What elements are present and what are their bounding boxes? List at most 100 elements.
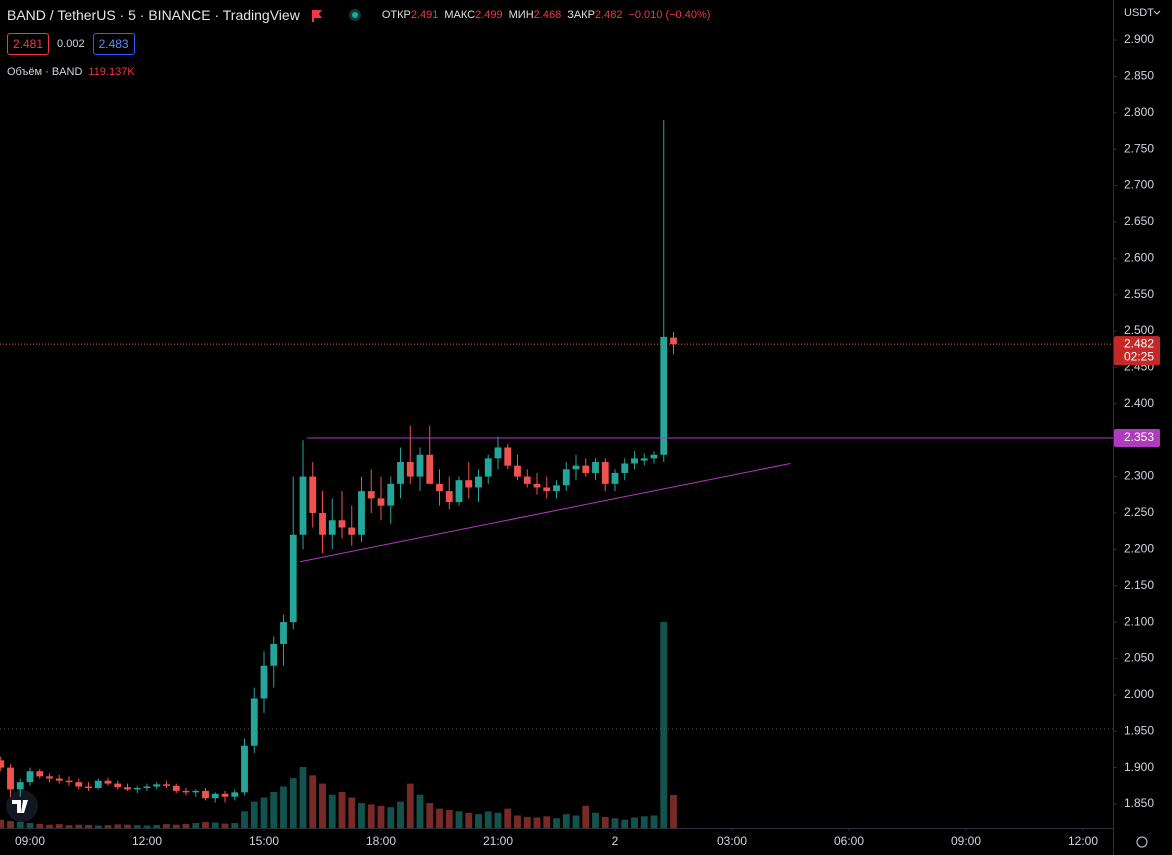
- ohlc-value: 2.491: [410, 9, 439, 21]
- volume-bar: [387, 807, 395, 828]
- candle-body: [85, 786, 92, 788]
- ohlc-label: ЗАКР: [567, 9, 595, 21]
- volume-bar: [445, 809, 453, 828]
- logo-mark: [12, 800, 28, 813]
- volume-bar: [36, 823, 44, 828]
- volume-bar: [309, 775, 317, 828]
- volume-bar: [75, 824, 83, 828]
- candle-body: [358, 491, 365, 535]
- candle-body: [182, 790, 190, 793]
- candle-body: [660, 336, 668, 455]
- volume-bar: [319, 783, 326, 828]
- volume-bar: [241, 811, 248, 828]
- volume-bar: [280, 786, 287, 828]
- currency-label[interactable]: USDT: [1124, 7, 1154, 19]
- x-tick-label: 2: [612, 834, 619, 848]
- ohlc-label: МИН: [508, 9, 534, 21]
- logo: [6, 790, 38, 822]
- x-tick-label: 09:00: [951, 834, 981, 848]
- volume-bar: [338, 791, 346, 828]
- dot: [351, 12, 358, 18]
- gear[interactable]: [1136, 836, 1148, 848]
- candle-body: [250, 698, 258, 746]
- volume-bar: [143, 825, 151, 828]
- currency-chevron[interactable]: [1153, 10, 1161, 15]
- y-tick-label: 2.050: [1124, 651, 1154, 665]
- candle-body: [514, 465, 521, 477]
- candle-body: [46, 776, 53, 779]
- candle-body: [582, 465, 590, 473]
- horizontal-line-label: 2.353: [1124, 430, 1154, 444]
- candle-body: [621, 463, 629, 473]
- ohlc-value: 2.499: [475, 9, 503, 21]
- volume-bar: [592, 812, 599, 828]
- candle-body: [192, 790, 200, 793]
- volume-bar: [221, 823, 229, 828]
- change: −0.010 (−0.40%): [628, 9, 711, 21]
- ohlc: ОТКР 2.491 МАКС 2.499 МИН 2.468 ЗАКР 2.482 −0.01…: [376, 9, 711, 21]
- candle-body: [280, 622, 287, 644]
- volume-title: Объём · BAND: [7, 66, 83, 78]
- settings-icon[interactable]: [1136, 836, 1148, 848]
- volume-bar: [270, 791, 278, 828]
- candle-body: [153, 784, 161, 787]
- flag-icon[interactable]: [310, 8, 324, 22]
- candle-body: [143, 786, 151, 788]
- volume-bar: [640, 816, 648, 828]
- volume-bar: [475, 814, 482, 828]
- volume-bar: [416, 794, 424, 828]
- volume-bar: [46, 824, 53, 828]
- y-tick-label: 2.550: [1124, 287, 1154, 301]
- candle-body: [562, 469, 570, 486]
- spread: 0.002: [57, 38, 85, 50]
- candle-body: [367, 491, 375, 499]
- volume-value: 119.137K: [88, 66, 135, 78]
- volume-bar: [455, 811, 463, 828]
- y-tick-label: 2.100: [1124, 614, 1154, 628]
- volume-bar: [65, 825, 73, 828]
- candle-body: [0, 760, 5, 768]
- volume-bar: [348, 797, 356, 828]
- candle-body: [289, 534, 297, 623]
- logo-circle: [6, 790, 38, 822]
- flag: [311, 10, 322, 22]
- volume-bar: [406, 783, 414, 828]
- ask[interactable]: 2.483: [92, 33, 135, 55]
- volume-bar: [650, 815, 658, 828]
- volume-bar: [114, 824, 122, 828]
- volume-bar: [436, 808, 443, 828]
- y-tick-label: 2.800: [1124, 105, 1154, 119]
- candle-body: [299, 476, 307, 535]
- candle-body: [16, 782, 24, 790]
- y-tick-label: 2.500: [1124, 323, 1154, 337]
- volume-bar: [211, 822, 219, 828]
- symbol-title: BAND / TetherUS · 5 · BINANCE · TradingV…: [7, 7, 300, 23]
- volume-bar: [670, 794, 677, 828]
- candle-body: [572, 465, 580, 470]
- bid[interactable]: 2.481: [7, 33, 50, 55]
- volume-bar: [182, 823, 190, 828]
- volume-bar: [16, 821, 24, 828]
- y-tick-label: 2.750: [1124, 141, 1154, 155]
- candle-body: [465, 480, 473, 488]
- x-tick-label: 21:00: [483, 834, 513, 848]
- y-tick-label: 2.650: [1124, 214, 1154, 228]
- x-tick-label: 12:00: [132, 834, 162, 848]
- volume-bar: [94, 825, 102, 828]
- volume-bar: [289, 778, 297, 828]
- candle-body: [416, 454, 424, 477]
- candle-body: [75, 782, 83, 787]
- volume-bar: [153, 824, 161, 828]
- y-tick-label: 2.200: [1124, 542, 1154, 556]
- volume-bar: [104, 825, 112, 828]
- bid-ask: 2.481 0.002 2.483: [7, 33, 135, 55]
- candle-body: [338, 520, 346, 528]
- candle-body: [504, 447, 512, 466]
- volume-bar: [601, 816, 609, 828]
- x-tick-label: 12:00: [1068, 834, 1098, 848]
- volume-bar: [85, 824, 92, 828]
- candle-body: [231, 792, 239, 797]
- y-tick-label: 2.150: [1124, 578, 1154, 592]
